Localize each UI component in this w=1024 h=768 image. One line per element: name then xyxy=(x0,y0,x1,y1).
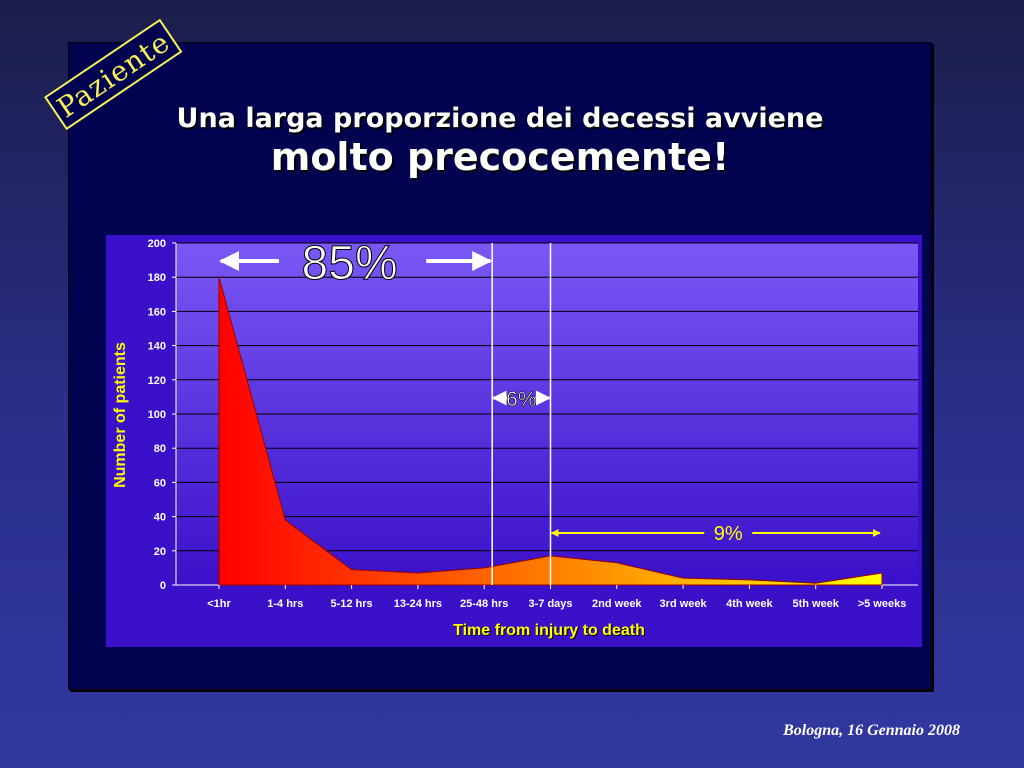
x-tick-label: 5-12 hrs xyxy=(330,598,372,610)
x-tick-label: 1-4 hrs xyxy=(267,598,303,610)
x-tick-label: 25-48 hrs xyxy=(460,598,508,610)
y-tick-label: 200 xyxy=(148,238,166,250)
y-tick-label: 0 xyxy=(160,580,166,592)
x-tick-label: >5 weeks xyxy=(858,598,907,610)
x-tick-label: 3-7 days xyxy=(528,598,572,610)
y-tick-label: 20 xyxy=(154,546,166,558)
y-tick-label: 100 xyxy=(148,409,166,421)
footer-date: Bologna, 16 Gennaio 2008 xyxy=(783,722,960,739)
deaths-area xyxy=(218,277,883,586)
y-axis-label: Number of patients xyxy=(112,342,129,488)
annotation-9-label: 9% xyxy=(714,523,743,545)
slide-title-line-2: molto precocemente! xyxy=(270,135,730,179)
y-tick-label: 180 xyxy=(148,272,166,284)
x-tick-label: 2nd week xyxy=(592,598,642,610)
y-tick-label: 160 xyxy=(148,306,166,318)
x-tick-label: <1hr xyxy=(207,598,231,610)
y-tick-label: 140 xyxy=(148,341,166,353)
y-tick-label: 80 xyxy=(154,443,166,455)
x-axis-label: Time from injury to death xyxy=(453,622,645,639)
y-tick-label: 120 xyxy=(148,375,166,387)
y-tick-label: 60 xyxy=(154,477,166,489)
annotation-85-label: 85% xyxy=(302,237,398,290)
y-tick-label: 40 xyxy=(154,512,166,524)
area-chart: 0 20 40 60 80 100 120 140 160 180 200 <1hr 1-4 hrs 5… xyxy=(106,235,922,647)
slide-frame: Una larga proporzione dei decessi avvien… xyxy=(68,42,932,690)
annotation-6-label: 6% xyxy=(506,388,536,411)
slide-title-line-1: Una larga proporzione dei decessi avvien… xyxy=(176,103,824,134)
x-tick-label: 4th week xyxy=(726,598,773,610)
x-tick-label: 13-24 hrs xyxy=(394,598,442,610)
x-tick-label: 3rd week xyxy=(660,598,708,610)
x-tick-label: 5th week xyxy=(792,598,839,610)
